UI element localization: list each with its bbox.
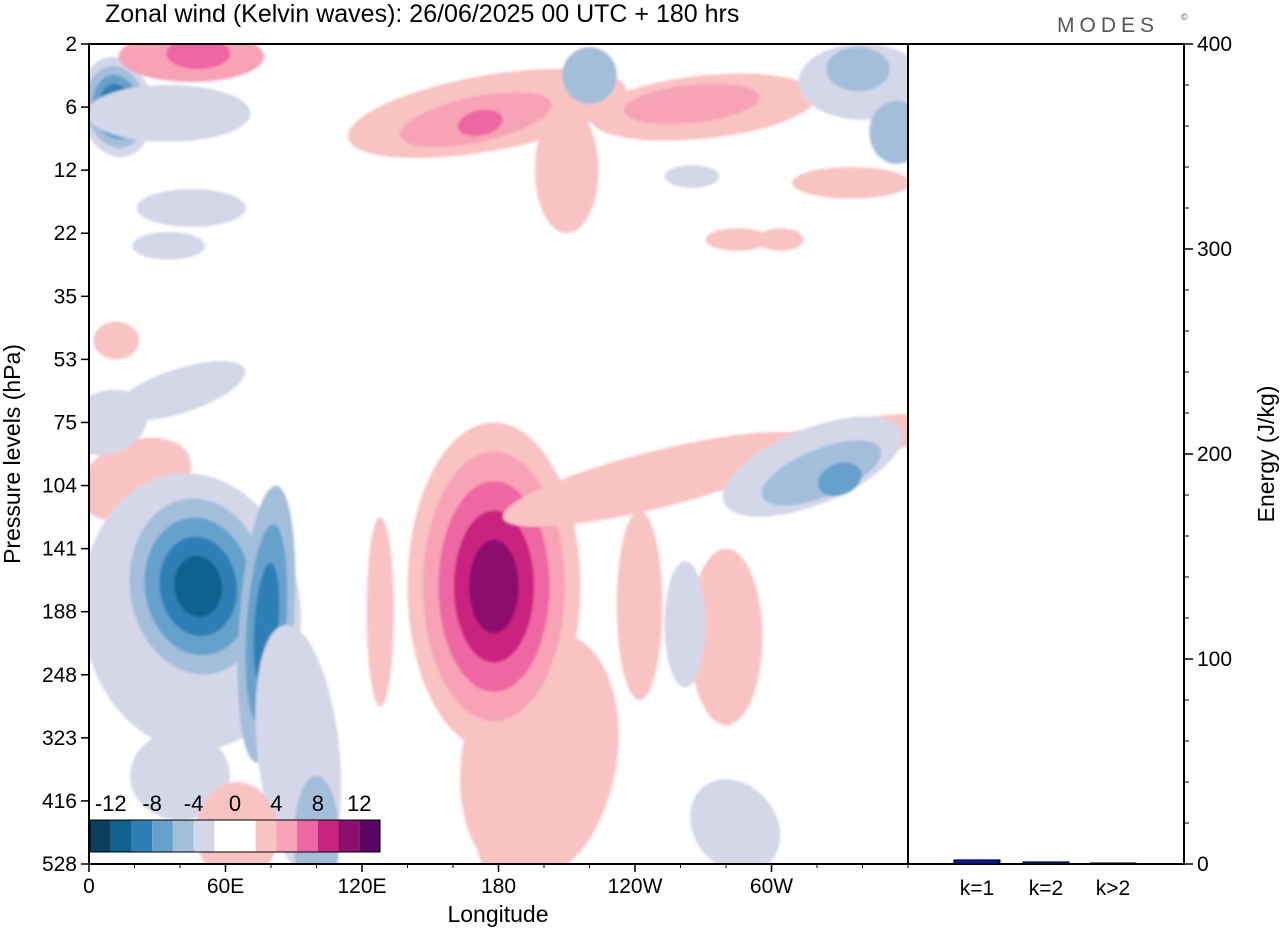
y-tick-label-5: 53 <box>54 348 77 371</box>
x-tick-label-3: 180 <box>481 875 516 898</box>
colorbar-swatch-5 <box>193 820 215 852</box>
colorbar-label-5: 8 <box>312 791 324 816</box>
energy-tick-label-2: 200 <box>1197 443 1232 466</box>
upper-neg-mid <box>562 47 617 104</box>
upper-neg-right-edge <box>869 100 908 164</box>
colorbar-swatch-6 <box>214 820 235 852</box>
energy-frame <box>907 43 1185 865</box>
energy-bars: k=1 k=2 k>2 <box>953 859 1137 900</box>
upper-pos-far-east <box>791 167 908 199</box>
y-tick-label-10: 248 <box>42 664 77 687</box>
colorbar-label-0: -12 <box>95 791 127 816</box>
colorbar-swatch-13 <box>359 820 380 852</box>
y-tick-label-7: 104 <box>42 475 77 498</box>
y-axis: 2 6 12 22 35 53 75 104 141 188 248 323 416 528 <box>42 33 89 876</box>
upper-neg-far-east-mid <box>826 47 890 92</box>
energy-tick-label-4: 400 <box>1197 33 1232 56</box>
y-axis-label: Pressure levels (hPa) <box>0 344 25 564</box>
colorbar-swatch-12 <box>338 820 360 852</box>
pos-tail-deep <box>475 769 567 864</box>
colorbar-swatch-4 <box>172 820 194 852</box>
upper-pos-top2 <box>166 44 231 70</box>
x-tick-label-4: 120W <box>608 875 663 898</box>
neg-lower-left <box>129 731 231 820</box>
energy-axis-label: Energy (J/kg) <box>1253 386 1279 523</box>
y-tick-label-9: 188 <box>42 601 77 624</box>
x-tick-label-1: 60E <box>207 875 244 898</box>
pos-column-1 <box>616 510 663 700</box>
neg-east-mid <box>761 440 882 506</box>
colorbar-swatch-10 <box>297 820 318 852</box>
colorbar-label-6: 12 <box>347 791 371 816</box>
energy-tick-label-3: 300 <box>1197 238 1232 261</box>
neg-east-core <box>817 462 862 497</box>
heatmap-field <box>89 44 908 864</box>
upper-neg-strip <box>136 189 246 227</box>
x-axis-label: Longitude <box>447 901 548 927</box>
brand-logo: MODES <box>1057 14 1159 37</box>
colorbar-swatch-7 <box>235 820 256 852</box>
colorbar-swatch-2 <box>131 820 153 852</box>
x-axis: 0 60E 120E 180 120W 60W <box>83 864 909 898</box>
colorbar-swatch-9 <box>276 820 298 852</box>
energy-bar-0 <box>953 859 1001 865</box>
y-tick-label-8: 141 <box>42 538 77 561</box>
upper-pos-band-core <box>457 109 503 137</box>
pos-column-2 <box>689 548 763 726</box>
pos-speck-2 <box>757 228 804 251</box>
upper-pos-strip <box>534 107 599 234</box>
neg-east-column <box>664 561 706 688</box>
upper-pos-east-mid <box>623 83 760 125</box>
energy-category-label-2: k>2 <box>1096 877 1130 900</box>
colorbar-label-4: 4 <box>270 791 282 816</box>
neg-east-deep <box>689 779 781 864</box>
y-tick-label-13: 528 <box>42 853 77 876</box>
neg-core-west-3 <box>174 555 223 618</box>
pos-strip-1 <box>366 517 394 707</box>
upper-neg-trail <box>89 85 251 142</box>
colorbar: -12 -8 -4 0 4 8 12 <box>89 791 381 853</box>
energy-tick-label-0: 0 <box>1197 853 1209 876</box>
colorbar-swatch-11 <box>317 820 339 852</box>
energy-category-label-1: k=2 <box>1029 877 1063 900</box>
x-tick-label-2: 120E <box>337 875 386 898</box>
colorbar-swatch-8 <box>255 820 277 852</box>
neg-band-53 <box>114 361 246 421</box>
x-tick-label-5: 60W <box>750 875 793 898</box>
energy-bar-1 <box>1022 861 1070 865</box>
y-tick-label-0: 2 <box>65 33 77 56</box>
colorbar-swatch-1 <box>110 820 132 852</box>
neg-speck-1 <box>664 165 720 188</box>
y-tick-label-2: 12 <box>54 159 77 182</box>
colorbar-label-3: 0 <box>229 791 241 816</box>
brand-mark: © <box>1181 12 1188 22</box>
colorbar-frame <box>89 819 381 853</box>
y-tick-label-11: 323 <box>42 727 77 750</box>
energy-bar-2 <box>1089 862 1137 865</box>
x-tick-label-0: 0 <box>83 875 95 898</box>
pos-core-4 <box>469 539 519 634</box>
pos-speck-3 <box>93 321 140 360</box>
y-tick-label-12: 416 <box>42 790 77 813</box>
colorbar-swatch-3 <box>152 820 173 852</box>
energy-tick-label-1: 100 <box>1197 648 1232 671</box>
colorbar-swatch-0 <box>90 820 111 852</box>
y-tick-label-1: 6 <box>65 96 77 119</box>
chart-title: Zonal wind (Kelvin waves): 26/06/2025 00… <box>105 0 739 28</box>
colorbar-label-1: -8 <box>142 791 162 816</box>
energy-category-label-0: k=1 <box>960 877 994 900</box>
y-tick-label-3: 22 <box>54 222 77 245</box>
y-tick-label-6: 75 <box>54 411 77 434</box>
energy-y-axis: 0 100 200 300 400 <box>1184 33 1232 876</box>
colorbar-label-2: -4 <box>184 791 204 816</box>
pos-speck-1 <box>705 228 770 251</box>
y-tick-label-4: 35 <box>54 285 77 308</box>
upper-neg-strip2 <box>132 231 206 260</box>
